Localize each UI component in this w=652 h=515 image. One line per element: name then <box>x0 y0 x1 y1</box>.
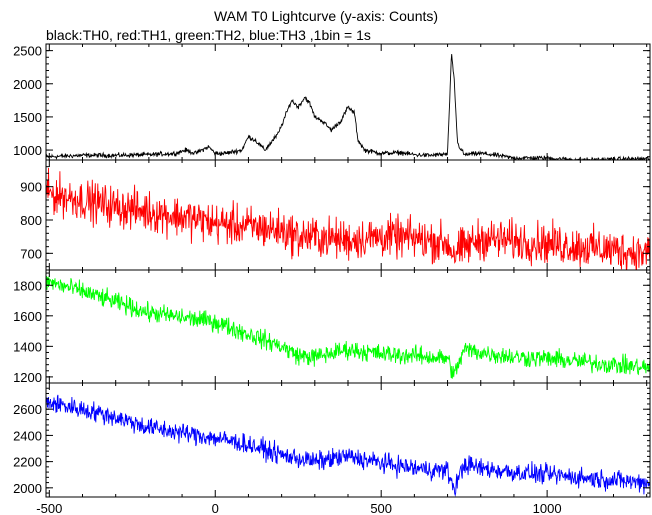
y-tick-label: 700 <box>20 246 42 261</box>
y-tick-label: 2000 <box>13 481 42 496</box>
y-tick-label: 1200 <box>13 370 42 385</box>
y-tick-label: 1600 <box>13 309 42 324</box>
x-tick-label: 500 <box>370 501 392 515</box>
panel-3-frame <box>45 269 651 384</box>
series-th1-line <box>46 167 650 270</box>
y-tick-label: 2200 <box>13 455 42 470</box>
y-tick-label: 2400 <box>13 428 42 443</box>
panel-1-frame <box>45 43 651 161</box>
y-tick-label: 1000 <box>13 143 42 158</box>
series-th0-line <box>46 54 650 160</box>
y-tick-label: 2500 <box>13 44 42 59</box>
y-tick-label: 2000 <box>13 77 42 92</box>
chart-title: WAM T0 Lightcurve (y-axis: Counts) <box>213 8 439 24</box>
y-tick-label: 2600 <box>13 402 42 417</box>
y-tick-label: 800 <box>20 213 42 228</box>
y-tick-label: 900 <box>20 180 42 195</box>
x-tick-label: 1000 <box>533 501 562 515</box>
series-th2-line <box>46 275 650 379</box>
y-tick-label: 1400 <box>13 339 42 354</box>
y-tick-label: 1800 <box>13 278 42 293</box>
y-tick-label: 1500 <box>13 110 42 125</box>
series-th3-line <box>46 394 650 497</box>
chart-subtitle: black:TH0, red:TH1, green:TH2, blue:TH3 … <box>46 27 371 43</box>
x-tick-label: -500 <box>36 501 62 515</box>
x-tick-label: 0 <box>212 501 219 515</box>
